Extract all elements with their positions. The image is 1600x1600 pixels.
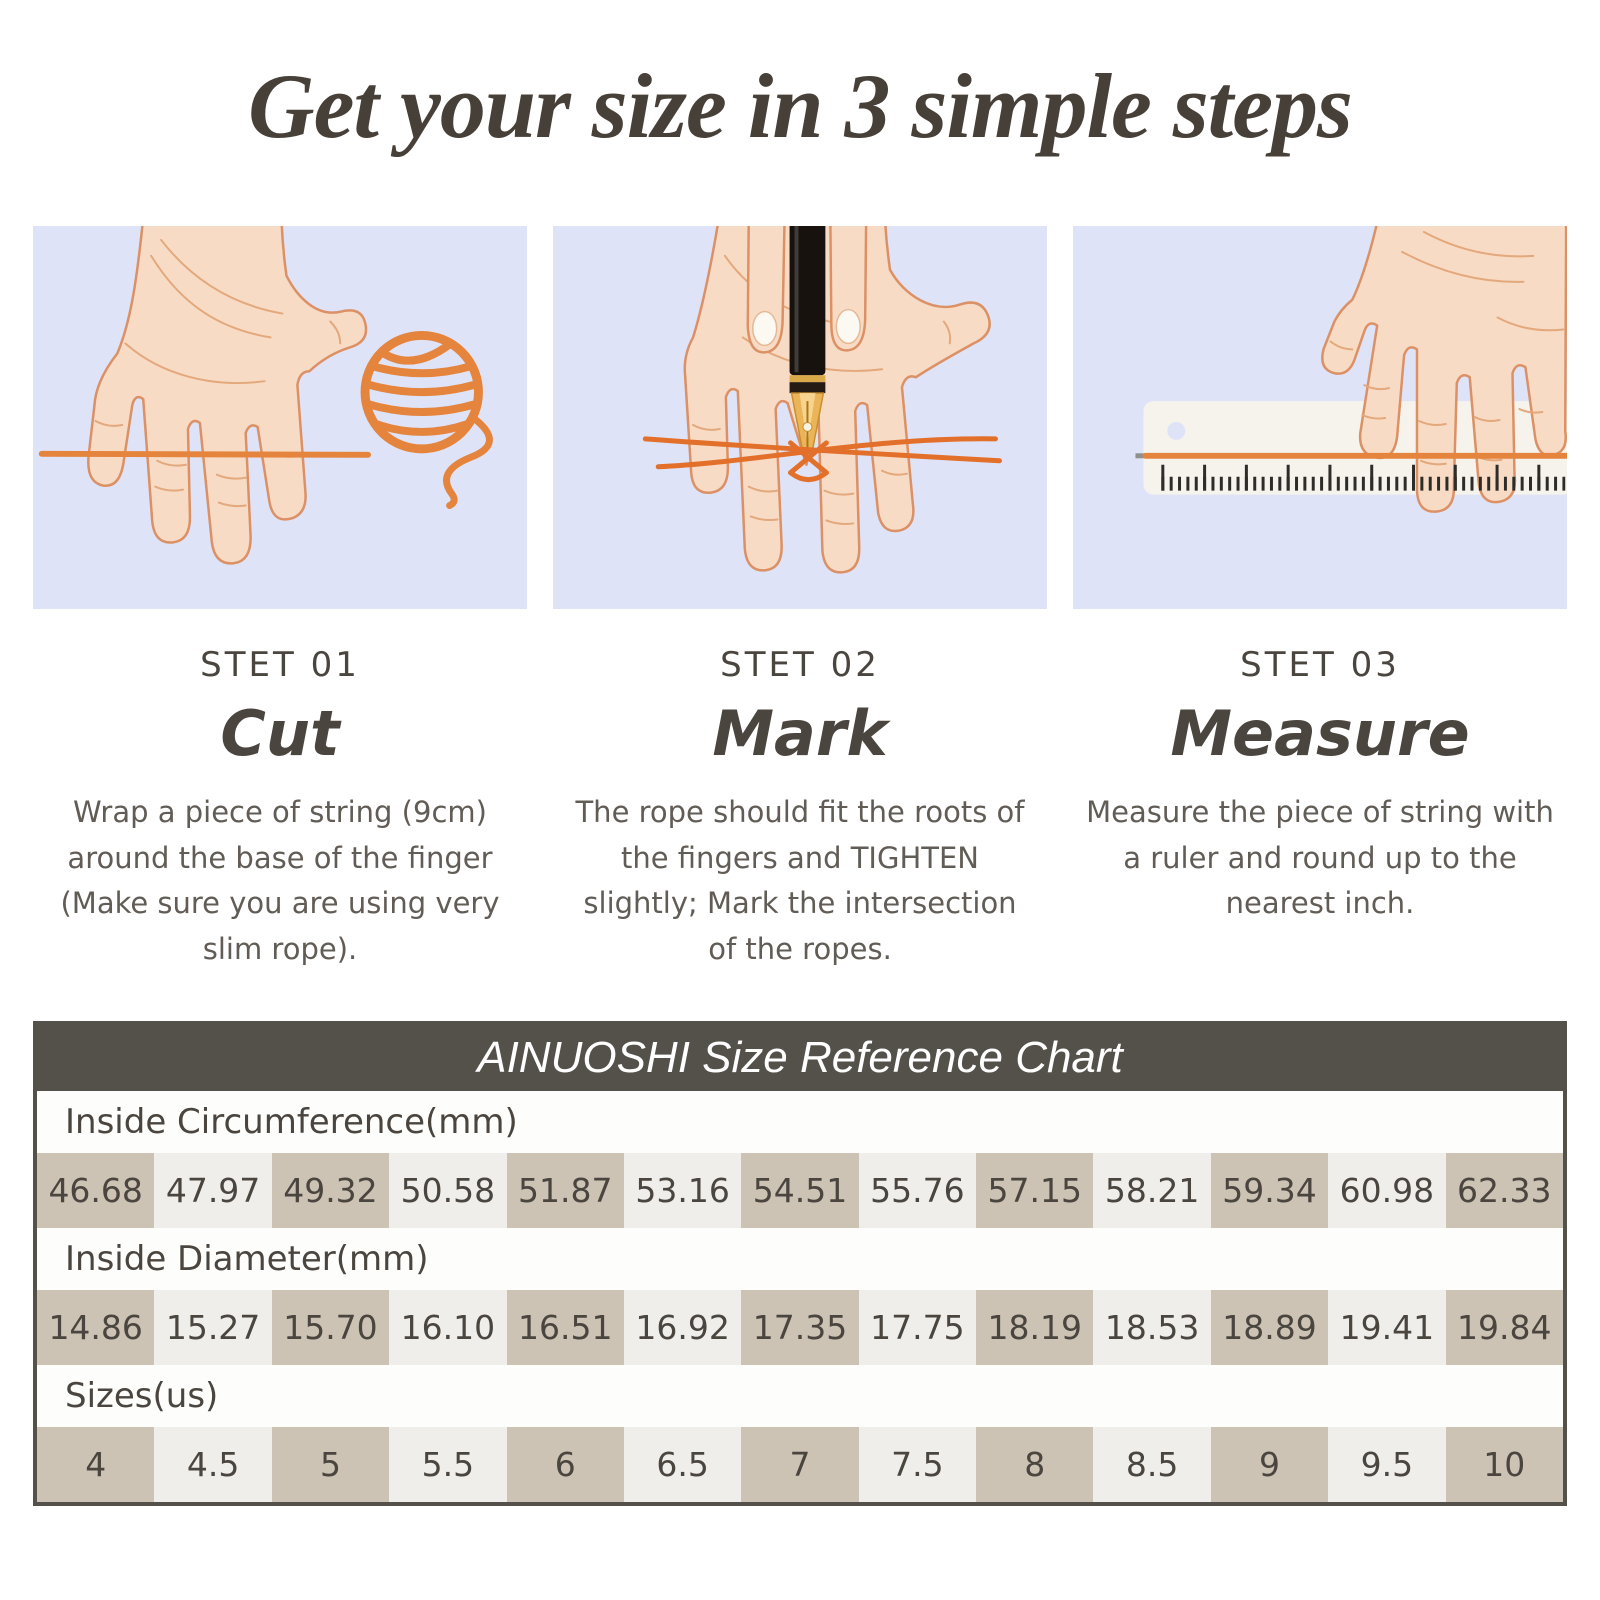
step-name: Mark <box>712 696 888 770</box>
step-descriptions: STET 01 Cut Wrap a piece of string (9cm)… <box>33 645 1567 973</box>
step-illustration-panels <box>33 225 1567 609</box>
size-value-cell: 49.32 <box>271 1153 390 1229</box>
size-value-cell: 60.98 <box>1328 1153 1446 1229</box>
size-value-cell: 59.34 <box>1210 1153 1329 1229</box>
palm-creases <box>94 238 342 507</box>
hand-with-ruler-and-string-icon <box>1135 225 1567 513</box>
yarn-ball-icon <box>360 330 493 509</box>
step-name: Measure <box>1170 696 1470 770</box>
size-value-cell: 58.21 <box>1093 1153 1211 1229</box>
size-value-cell: 53.16 <box>623 1153 742 1229</box>
size-value-cell: 6 <box>506 1427 624 1503</box>
step-description: The rope should fit the roots of the fin… <box>575 794 1025 967</box>
size-value-cell: 5.5 <box>389 1427 507 1503</box>
step-number-label: STET 03 <box>1240 644 1400 685</box>
size-reference-chart: AINUOSHI Size Reference Chart Inside Cir… <box>33 1021 1567 1507</box>
size-value-cell: 18.89 <box>1210 1290 1329 1366</box>
fingernail <box>752 310 778 346</box>
size-value-cell: 17.75 <box>858 1290 977 1366</box>
ruler-ticks <box>1161 464 1566 491</box>
diameter-values-row: 14.86 15.27 15.70 16.10 16.51 16.92 17.35 17.75… <box>37 1290 1563 1366</box>
size-value-cell: 54.51 <box>741 1153 859 1229</box>
mark-illustration-panel <box>553 225 1047 609</box>
size-value-cell: 18.53 <box>1093 1290 1211 1366</box>
hand-with-pen-marking-string-icon <box>642 225 1002 574</box>
fountain-pen-icon <box>789 225 826 462</box>
hand-shape <box>87 225 368 565</box>
ruler-icon <box>1143 400 1567 495</box>
hand-with-string-and-yarn-ball-icon <box>38 225 493 565</box>
size-value-cell: 9.5 <box>1328 1427 1446 1503</box>
size-value-cell: 10 <box>1445 1427 1563 1503</box>
string-cross-mark <box>642 436 1002 482</box>
hand-creases <box>1329 230 1565 466</box>
size-value-cell: 8.5 <box>1093 1427 1211 1503</box>
page-title: Get your size in 3 simple steps <box>248 55 1353 157</box>
step-number-label: STET 02 <box>720 644 880 685</box>
step-number-label: STET 01 <box>200 644 360 685</box>
size-value-cell: 4.5 <box>154 1427 272 1503</box>
measure-illustration-panel <box>1073 225 1567 609</box>
sizes-values-row: 4 4.5 5 5.5 6 6.5 7 7.5 8 8.5 9 9.5 10 <box>37 1427 1563 1503</box>
size-value-cell: 6.5 <box>623 1427 742 1503</box>
size-value-cell: 7 <box>741 1427 859 1503</box>
sizes-row-label: Sizes(us) <box>65 1376 219 1417</box>
size-value-cell: 5 <box>271 1427 390 1503</box>
size-value-cell: 47.97 <box>154 1153 272 1229</box>
hand-shape <box>1321 225 1567 513</box>
size-value-cell: 62.33 <box>1445 1153 1563 1229</box>
step-description: Wrap a piece of string (9cm) around the … <box>60 794 500 967</box>
step-mark: STET 02 Mark The rope should fit the roo… <box>553 645 1047 973</box>
size-value-cell: 8 <box>976 1427 1094 1503</box>
size-value-cell: 17.35 <box>741 1290 859 1366</box>
string-line <box>38 450 372 458</box>
step-name: Cut <box>220 696 340 770</box>
size-value-cell: 14.86 <box>37 1290 155 1366</box>
size-value-cell: 16.10 <box>389 1290 507 1366</box>
size-chart-title: AINUOSHI Size Reference Chart <box>37 1025 1563 1092</box>
size-value-cell: 16.51 <box>506 1290 624 1366</box>
size-value-cell: 7.5 <box>858 1427 977 1503</box>
step-measure: STET 03 Measure Measure the piece of str… <box>1073 645 1567 973</box>
size-value-cell: 57.15 <box>976 1153 1094 1229</box>
size-value-cell: 19.41 <box>1328 1290 1446 1366</box>
size-value-cell: 46.68 <box>37 1153 155 1229</box>
circumference-row-label: Inside Circumference(mm) <box>65 1102 518 1143</box>
circumference-values-row: 46.68 47.97 49.32 50.58 51.87 53.16 54.51 55.76… <box>37 1153 1563 1229</box>
size-value-cell: 55.76 <box>858 1153 977 1229</box>
step-description: Measure the piece of string with a ruler… <box>1086 794 1554 921</box>
size-value-cell: 51.87 <box>506 1153 624 1229</box>
size-value-cell: 15.27 <box>154 1290 272 1366</box>
size-value-cell: 50.58 <box>389 1153 507 1229</box>
fingernail <box>835 308 861 344</box>
diameter-row-label: Inside Diameter(mm) <box>65 1239 429 1280</box>
size-value-cell: 16.92 <box>623 1290 742 1366</box>
size-value-cell: 4 <box>37 1427 155 1503</box>
size-value-cell: 19.84 <box>1445 1290 1563 1366</box>
size-value-cell: 9 <box>1210 1427 1329 1503</box>
step-cut: STET 01 Cut Wrap a piece of string (9cm)… <box>33 645 527 973</box>
size-value-cell: 18.19 <box>976 1290 1094 1366</box>
size-value-cell: 15.70 <box>271 1290 390 1366</box>
gripping-fingers <box>746 225 868 354</box>
cut-illustration-panel <box>33 225 527 609</box>
